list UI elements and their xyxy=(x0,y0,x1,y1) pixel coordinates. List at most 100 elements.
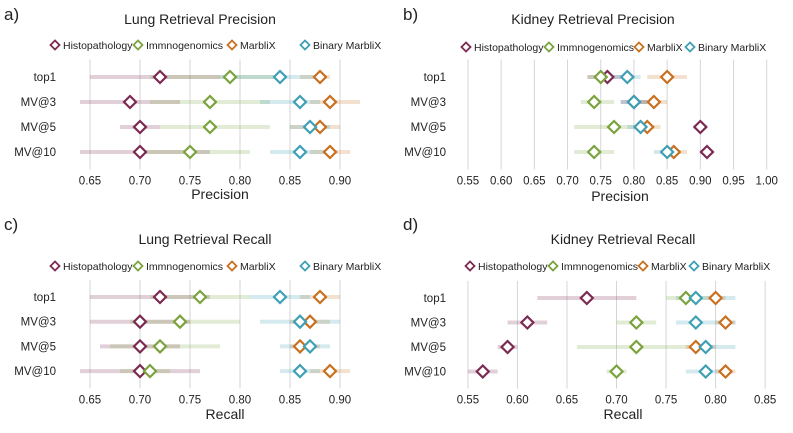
legend-marker-immnogenomics xyxy=(547,260,559,272)
x-tick-label: 0.65 xyxy=(556,395,578,407)
legend: Histopathology Immnogenomics MarbliX Binary… xyxy=(49,39,381,52)
point-immnogenomics-top1 xyxy=(678,290,694,306)
x-tick-labels: 0.55 0.60 0.65 0.70 0.75 0.80 0.85 0.90 0.95 1.00 xyxy=(457,176,778,188)
legend-marker-histopathology xyxy=(49,39,61,51)
x-tick-label: 0.90 xyxy=(689,176,711,188)
category-label-mv-3: MV@3 xyxy=(411,318,446,330)
panel-kidney-precision: b) Kidney Retrieval Precision Histopatho… xyxy=(403,5,778,204)
legend-marker-marblix xyxy=(226,39,238,51)
x-tick-label: 0.75 xyxy=(655,395,677,407)
legend: Histopathology Immnogenomics MarbliX Binary… xyxy=(464,260,770,273)
x-tick-label: 0.65 xyxy=(79,176,101,188)
chart-title: Kidney Retrieval Precision xyxy=(511,11,674,27)
x-tick-labels: 0.65 0.70 0.75 0.80 0.85 0.90 xyxy=(79,394,351,406)
ci-bars xyxy=(574,75,714,154)
legend-label-binary-marblix: Binary MarbliX xyxy=(313,40,381,52)
x-tick-labels: 0.65 0.70 0.75 0.80 0.85 0.90 xyxy=(79,176,351,188)
point-histopathology-mv-3 xyxy=(122,94,138,110)
point-histopathology-mv-5 xyxy=(499,339,516,355)
point-binary-marblix-mv-10 xyxy=(698,363,714,380)
panel-label: b) xyxy=(403,5,418,24)
x-tick-label: 0.75 xyxy=(590,176,612,188)
point-marblix-mv-5 xyxy=(312,119,328,135)
x-tick-label: 0.80 xyxy=(704,395,726,407)
category-label-top1: top1 xyxy=(424,72,446,84)
legend-marker-histopathology xyxy=(460,41,472,53)
legend-marker-marblix xyxy=(633,41,645,53)
point-histopathology-mv-3 xyxy=(519,314,535,331)
x-axis-label: Precision xyxy=(191,186,249,202)
legend-marker-immnogenomics xyxy=(132,39,144,51)
point-marblix-mv-3 xyxy=(646,94,662,110)
ci-bars xyxy=(80,75,360,154)
legend-label-marblix: MarbliX xyxy=(647,42,683,54)
x-tick-label: 0.60 xyxy=(490,176,512,188)
panel-label: d) xyxy=(403,215,418,234)
legend-label-immnogenomics: Immnogenomics xyxy=(146,261,223,273)
legend-label-histopathology: Histopathology xyxy=(63,40,133,52)
data-points xyxy=(122,69,338,160)
legend-marker-binary-marblix xyxy=(299,39,311,51)
point-immnogenomics-top1 xyxy=(222,69,238,85)
category-label-mv-3: MV@3 xyxy=(411,97,446,109)
panel-kidney-recall: d) Kidney Retrieval Recall Histopatholog… xyxy=(403,215,776,422)
point-binary-marblix-top1 xyxy=(619,69,635,85)
point-marblix-mv-10 xyxy=(322,144,338,160)
point-binary-marblix-top1 xyxy=(688,290,704,306)
category-label-mv-10: MV@10 xyxy=(404,367,446,379)
x-tick-label: 0.90 xyxy=(329,176,351,188)
point-marblix-top1 xyxy=(312,69,328,85)
x-tick-label: 0.80 xyxy=(229,176,251,188)
x-tick-label: 0.85 xyxy=(656,176,678,188)
point-histopathology-top1 xyxy=(152,289,168,305)
point-immnogenomics-top1 xyxy=(593,69,609,85)
panel-label: c) xyxy=(4,215,18,234)
legend-marker-histopathology xyxy=(49,260,61,272)
point-marblix-mv-3 xyxy=(302,314,318,330)
category-label-mv-3: MV@3 xyxy=(21,97,56,109)
x-tick-label: 0.95 xyxy=(722,176,744,188)
x-tick-label: 0.70 xyxy=(605,395,627,407)
category-label-top1: top1 xyxy=(34,72,56,84)
x-axis-label: Recall xyxy=(604,406,643,422)
panel-lung-precision: a) Lung Retrieval Precision Histopatholo… xyxy=(4,5,381,202)
point-immnogenomics-mv-5 xyxy=(152,338,168,354)
data-points xyxy=(475,290,734,380)
point-immnogenomics-mv-10 xyxy=(182,144,198,160)
legend-label-histopathology: Histopathology xyxy=(474,42,544,54)
legend-label-binary-marblix: Binary MarbliX xyxy=(313,261,381,273)
legend: Histopathology Immnogenomics MarbliX Binary… xyxy=(460,41,766,54)
legend-label-binary-marblix: Binary MarbliX xyxy=(702,261,770,273)
point-binary-marblix-mv-3 xyxy=(292,94,308,110)
point-binary-marblix-mv-3 xyxy=(292,314,308,330)
point-immnogenomics-mv-5 xyxy=(628,339,644,355)
point-binary-marblix-mv-10 xyxy=(292,144,308,160)
point-binary-marblix-mv-10 xyxy=(659,144,675,160)
point-marblix-top1 xyxy=(312,289,328,305)
legend-marker-marblix xyxy=(637,260,649,272)
legend: Histopathology Immnogenomics MarbliX Binary… xyxy=(49,260,381,273)
point-binary-marblix-mv-3 xyxy=(626,94,642,110)
point-immnogenomics-mv-5 xyxy=(202,119,218,135)
point-binary-marblix-mv-10 xyxy=(292,363,308,379)
x-tick-label: 0.65 xyxy=(79,394,101,406)
x-tick-label: 0.80 xyxy=(229,394,251,406)
x-tick-label: 0.75 xyxy=(179,394,201,406)
point-binary-marblix-mv-3 xyxy=(688,314,704,331)
point-binary-marblix-top1 xyxy=(272,69,288,85)
point-immnogenomics-mv-3 xyxy=(628,314,644,331)
point-immnogenomics-mv-5 xyxy=(606,119,622,135)
point-histopathology-mv-5 xyxy=(132,119,148,135)
x-tick-label: 0.80 xyxy=(623,176,645,188)
x-tick-label: 0.70 xyxy=(129,176,151,188)
category-label-mv-3: MV@3 xyxy=(21,317,56,329)
category-label-top1: top1 xyxy=(34,292,56,304)
x-tick-label: 0.85 xyxy=(279,176,301,188)
x-tick-label: 0.70 xyxy=(129,394,151,406)
data-points xyxy=(132,289,338,379)
point-marblix-top1 xyxy=(659,69,675,85)
point-histopathology-mv-5 xyxy=(132,338,148,354)
x-tick-label: 0.90 xyxy=(329,394,351,406)
category-label-mv-5: MV@5 xyxy=(411,342,446,354)
point-histopathology-mv-10 xyxy=(699,144,715,160)
